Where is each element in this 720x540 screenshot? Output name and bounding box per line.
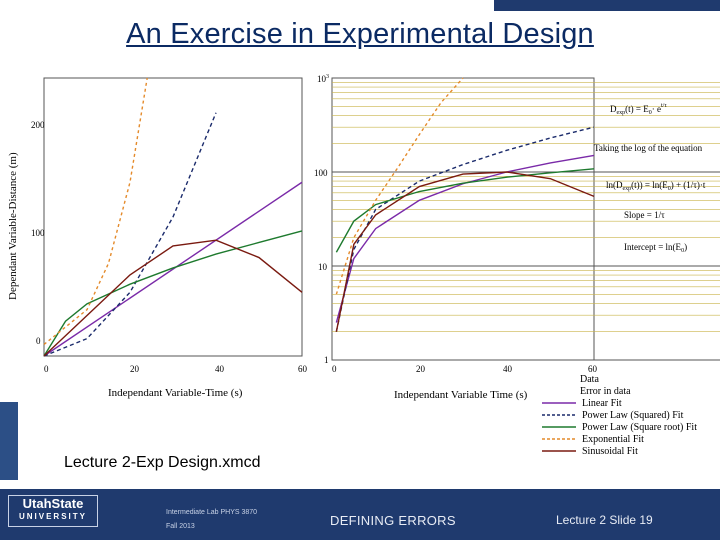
lecture-file-caption: Lecture 2-Exp Design.xmcd xyxy=(64,454,261,471)
left-series-linear-fit xyxy=(43,181,303,357)
equation-log: ln(Dexp(t)) = ln(E0) + (1/τ)·t xyxy=(606,180,706,192)
equations: Dexp(t) = E0· et/τ Taking the log of the… xyxy=(594,103,706,254)
left-series-power-law-squared-fit xyxy=(43,112,217,357)
left-ytick-0: 0 xyxy=(36,336,41,346)
left-xtick-2: 40 xyxy=(215,364,225,374)
right-plot-xlabel: Independant Variable Time (s) xyxy=(394,389,528,401)
slide-title: An Exercise in Experimental Design xyxy=(126,18,594,50)
right-ytick-1: 1 xyxy=(324,355,329,365)
legend-label-data: Data xyxy=(580,374,599,385)
usu-logo: UtahState UNIVERSITY xyxy=(8,495,98,527)
left-xtick-1: 20 xyxy=(130,364,140,374)
legend-label-error-in-data: Error in data xyxy=(580,386,631,397)
equation-slope: Slope = 1/τ xyxy=(624,210,665,220)
right-plot-curves xyxy=(335,77,595,332)
legend-label-exponential-fit: Exponential Fit xyxy=(582,434,644,445)
log-equation-text: Taking the log of the equation xyxy=(594,143,703,153)
footer-bar: UtahState UNIVERSITY Intermediate Lab PH… xyxy=(0,489,720,540)
right-series-power-law-square-root-fit xyxy=(335,168,595,253)
right-plot-frame xyxy=(331,77,595,361)
left-series-power-law-square-root-fit xyxy=(43,230,303,357)
logo-top-text: UtahState xyxy=(22,496,84,511)
right-xtick-1: 20 xyxy=(416,364,426,374)
right-xtick-2: 40 xyxy=(503,364,513,374)
right-series-linear-fit xyxy=(335,154,595,323)
right-plot-gridlines xyxy=(332,82,720,361)
logo-bottom-text: UNIVERSITY xyxy=(18,512,87,521)
figure: Dependant Variable-Distance (m) Independ… xyxy=(7,74,720,457)
left-xtick-0: 0 xyxy=(44,364,49,374)
right-series-sinusoidal-fit xyxy=(335,171,595,332)
left-plot-xlabel: Independant Variable-Time (s) xyxy=(108,387,243,399)
right-ytick-100: 100 xyxy=(314,168,328,178)
left-series-exponential-fit xyxy=(43,77,148,345)
left-plot-curves xyxy=(43,77,303,357)
right-xtick-3: 60 xyxy=(588,364,598,374)
left-plot-ylabel: Dependant Variable-Distance (m) xyxy=(7,152,19,300)
equation-exponential: Dexp(t) = E0· et/τ xyxy=(610,103,667,116)
left-series-sinusoidal-fit xyxy=(43,239,303,357)
legend-label-power-law-square-root-fit: Power Law (Square root) Fit xyxy=(582,422,697,433)
right-ytick-1000: 103 xyxy=(317,74,329,84)
footer-topic: DEFINING ERRORS xyxy=(330,513,456,528)
left-accent-band xyxy=(0,402,18,480)
left-ytick-2: 200 xyxy=(31,120,45,130)
legend-label-linear-fit: Linear Fit xyxy=(582,398,622,409)
equation-intercept: Intercept = ln(E0) xyxy=(624,242,687,254)
term-label: Fall 2013 xyxy=(166,523,195,530)
right-xtick-0: 0 xyxy=(332,364,337,374)
header-accent-bar xyxy=(494,0,720,11)
legend-label-sinusoidal-fit: Sinusoidal Fit xyxy=(582,446,638,457)
right-series-power-law-squared-fit xyxy=(335,126,595,332)
course-label: Intermediate Lab PHYS 3870 xyxy=(166,509,258,516)
slide-number: Lecture 2 Slide 19 xyxy=(556,513,653,527)
right-ytick-10: 10 xyxy=(318,262,328,272)
legend-label-power-law-squared-fit: Power Law (Squared) Fit xyxy=(582,410,684,421)
left-xtick-3: 60 xyxy=(298,364,308,374)
left-ytick-1: 100 xyxy=(31,228,45,238)
